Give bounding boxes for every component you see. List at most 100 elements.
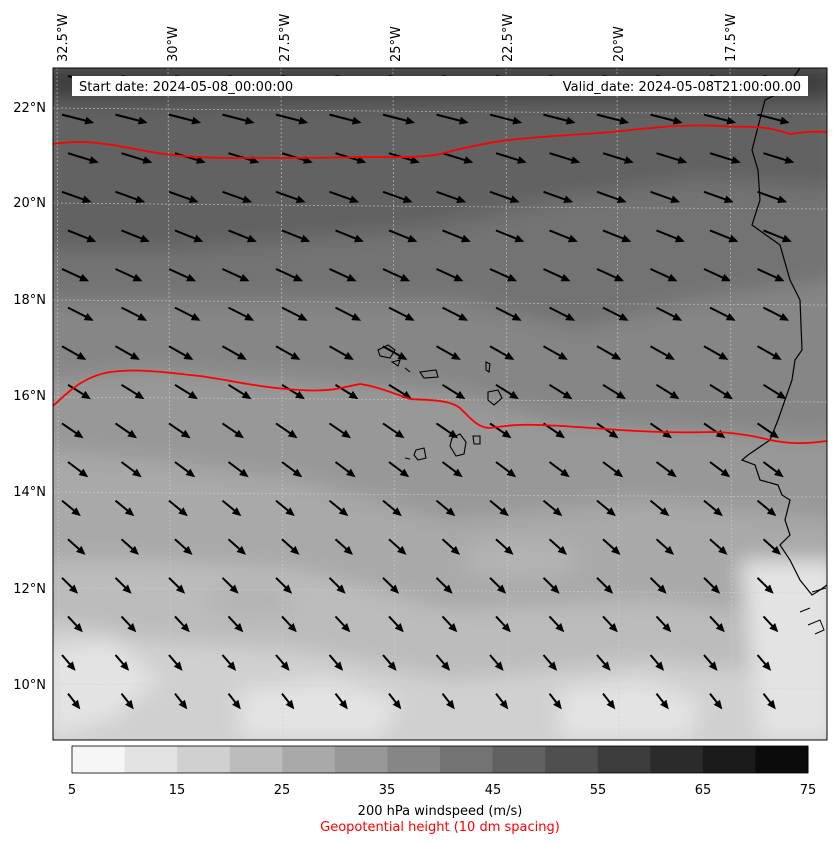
wind-arrow-shaft [382,345,403,358]
colorbar-swatch [545,746,599,773]
colorbar-tick: 75 [800,783,817,798]
wind-arrow-head [387,661,397,671]
wind-arrow-head [667,468,677,478]
wind-arrow-head [553,699,562,710]
colorbar-swatch [229,746,283,773]
wind-arrow-shaft [596,268,619,280]
wind-arrow-shaft [763,152,789,162]
wind-arrow-shaft [61,268,84,280]
wind-arrow-head [713,699,723,710]
wind-arrow-shaft [67,306,89,319]
wind-arrow-shaft [121,152,147,162]
wind-arrow-shaft [121,229,145,241]
wind-arrow-shaft [703,499,719,514]
colorbar-tick: 55 [590,783,607,798]
colorbar-swatch [282,746,336,773]
wind-arrow-head [76,545,86,555]
wind-arrow-shaft [174,383,194,397]
wind-arrow-head [784,156,795,164]
wind-arrow-head [404,313,415,321]
wind-arrow-head [402,195,413,203]
wind-arrow-shaft [281,229,306,241]
wind-arrow-shaft [275,422,294,436]
wind-arrow-shaft [228,229,252,241]
map-border [52,67,828,741]
wind-arrow-shaft [61,113,89,123]
wind-arrow-shaft [548,383,568,397]
wind-arrow-shaft [382,422,401,436]
wind-arrow-shaft [489,499,505,514]
lon-label: 22.5°W [501,14,516,62]
wind-arrow-head [282,584,293,594]
wind-arrow-shaft [656,306,678,319]
wind-arrow-head [451,352,461,360]
wind-arrow-head [771,545,781,555]
wind-arrow-head [548,661,558,671]
wind-arrow-head [89,156,99,164]
wind-arrow-head [777,195,788,203]
valid-date-box: Valid_date: 2024-05-08T21:00:00.00 [432,76,808,96]
wind-arrow-shaft [328,499,345,514]
wind-arrow-head [659,507,670,517]
wind-arrow-head [611,352,622,360]
wind-arrow-head [73,623,83,633]
wind-arrow-head [494,661,504,671]
contour-north [53,124,827,159]
wind-arrow-head [606,699,616,710]
wind-arrow-shaft [549,229,573,241]
colorbar-swatch [124,746,178,773]
wind-arrow-head [779,116,790,125]
wind-arrow-shaft [650,345,670,358]
wind-arrow-shaft [602,461,620,475]
wind-arrow-head [616,390,626,400]
wind-arrow-shaft [382,268,405,280]
wind-arrow-head [183,545,193,555]
wind-arrow-head [127,623,137,633]
wind-arrow-head [188,195,199,203]
wind-arrow-head [720,468,731,478]
wind-arrow-shaft [121,306,143,319]
lon-label: 17.5°W [724,14,739,62]
colorbar-tick: 45 [485,783,502,798]
wind-arrow-head [84,116,95,125]
wind-arrow-head [293,273,303,282]
wind-arrow-head [660,699,669,710]
wind-arrow-shaft [275,190,301,202]
wind-arrow-shaft [709,306,731,319]
wind-arrow-head [348,390,359,400]
colorbar-tick: 25 [274,783,291,798]
wind-arrow-head [723,195,734,203]
wind-arrow-shaft [762,461,780,475]
wind-arrow-head [501,429,512,439]
wind-arrow-head [336,584,346,594]
wind-arrow-head [242,195,253,203]
wind-arrow-shaft [495,306,517,319]
wind-arrow-shaft [489,190,515,202]
wind-arrow-shaft [596,190,622,202]
wind-arrow-head [234,623,244,633]
wind-arrow-head [397,352,408,360]
wind-arrow-shaft [275,499,291,514]
wind-arrow-head [180,429,191,439]
wind-arrow-head [351,313,362,321]
wind-arrow-head [280,661,290,671]
wind-arrow-shaft [335,229,359,241]
wind-arrow-head [122,584,132,594]
colorbar [72,746,809,773]
wind-arrow-head [124,507,135,517]
wind-arrow-shaft [222,345,242,358]
wind-arrow-head [341,429,351,439]
wind-arrow-shaft [168,113,196,123]
wind-arrow-shaft [388,461,406,475]
wind-arrow-head [606,507,616,517]
colorbar-swatch [440,746,494,773]
wind-arrow-shaft [168,345,189,358]
wind-arrow-head [349,195,360,203]
wind-arrow-head [504,545,514,555]
wind-arrow-head [458,313,469,321]
wind-arrow-shaft [436,345,456,358]
cape-verde-islands [377,344,503,461]
colorbar-swatch [177,746,231,773]
wind-arrow-head [441,661,451,671]
wind-arrow-head [137,116,148,125]
